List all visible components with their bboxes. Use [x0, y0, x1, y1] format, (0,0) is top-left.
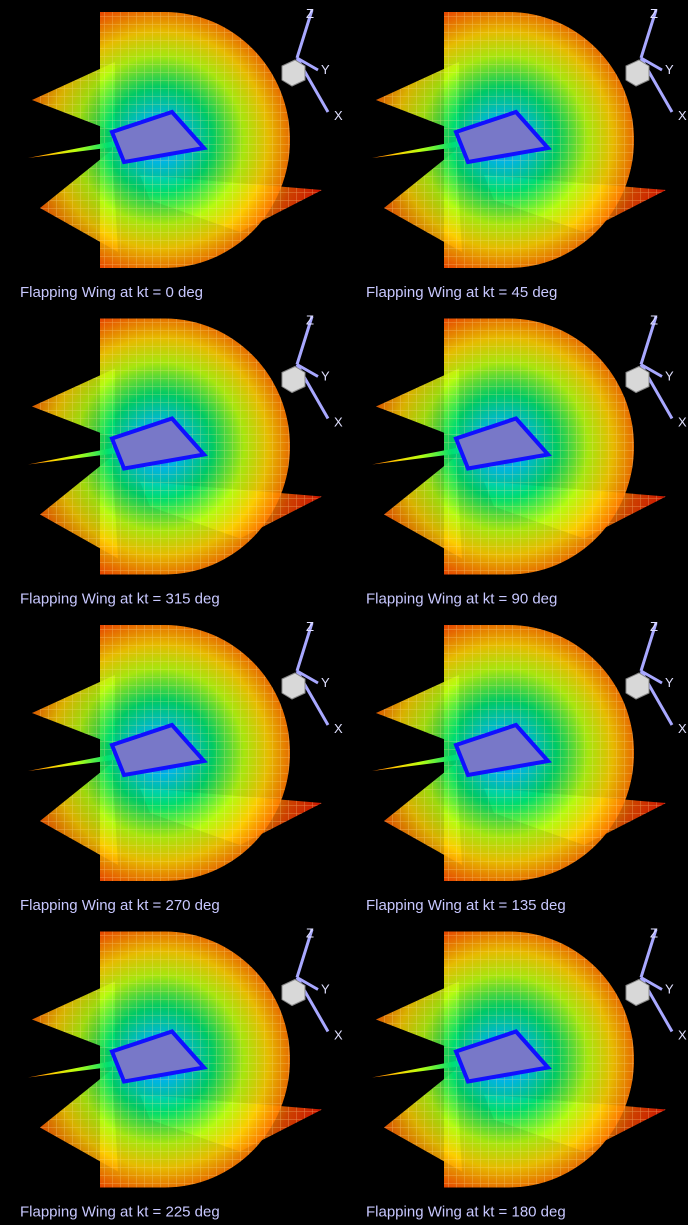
figure: Z Y X Flapping Wing at kt = 0 deg Z Y X Flappin… — [0, 0, 688, 1225]
axis-label: X — [678, 1028, 687, 1043]
axis-label: Z — [306, 313, 314, 328]
wing-visualization — [28, 930, 328, 1188]
axis-label: X — [678, 415, 687, 430]
axis-label: Z — [650, 313, 658, 328]
axis-label: X — [678, 721, 687, 736]
axis-label: Z — [650, 926, 658, 941]
axis-label: Z — [306, 619, 314, 634]
panel: Z Y X Flapping Wing at kt = 315 deg — [20, 313, 343, 608]
axis-label: X — [334, 108, 343, 123]
wing-visualization — [372, 930, 672, 1188]
wing-visualization — [372, 317, 672, 575]
axis-label: Y — [665, 62, 674, 77]
wing-visualization — [372, 623, 672, 881]
wing-visualization — [372, 10, 672, 268]
axis-label: Y — [321, 675, 330, 690]
panel: Z Y X Flapping Wing at kt = 180 deg — [366, 926, 687, 1221]
wing-visualization — [28, 317, 328, 575]
axis-label: Y — [665, 675, 674, 690]
wing-visualization — [28, 10, 328, 268]
axis-label: Z — [306, 926, 314, 941]
panel: Z Y X Flapping Wing at kt = 135 deg — [366, 619, 687, 914]
caption: Flapping Wing at kt = 0 deg — [20, 284, 203, 301]
panel: Z Y X Flapping Wing at kt = 270 deg — [20, 619, 343, 914]
caption: Flapping Wing at kt = 45 deg — [366, 284, 557, 301]
caption: Flapping Wing at kt = 315 deg — [20, 591, 220, 608]
wing-visualization — [28, 623, 328, 881]
caption: Flapping Wing at kt = 90 deg — [366, 591, 557, 608]
caption: Flapping Wing at kt = 135 deg — [366, 897, 566, 914]
axis-label: Y — [321, 369, 330, 384]
axis-label: Y — [665, 369, 674, 384]
panel: Z Y X Flapping Wing at kt = 90 deg — [366, 313, 687, 608]
axis-label: X — [334, 1028, 343, 1043]
axis-label: X — [678, 108, 687, 123]
caption: Flapping Wing at kt = 270 deg — [20, 897, 220, 914]
axis-label: Z — [650, 619, 658, 634]
axis-label: Y — [321, 982, 330, 997]
axis-label: X — [334, 415, 343, 430]
page: Z Y X Flapping Wing at kt = 0 deg Z Y X Flappin… — [0, 0, 688, 1225]
caption: Flapping Wing at kt = 180 deg — [366, 1204, 566, 1221]
axis-label: X — [334, 721, 343, 736]
axis-label: Z — [650, 6, 658, 21]
axis-label: Z — [306, 6, 314, 21]
panel: Z Y X Flapping Wing at kt = 225 deg — [20, 926, 343, 1221]
axis-label: Y — [321, 62, 330, 77]
panel: Z Y X Flapping Wing at kt = 45 deg — [366, 6, 687, 301]
panel: Z Y X Flapping Wing at kt = 0 deg — [20, 6, 343, 301]
axis-label: Y — [665, 982, 674, 997]
caption: Flapping Wing at kt = 225 deg — [20, 1204, 220, 1221]
